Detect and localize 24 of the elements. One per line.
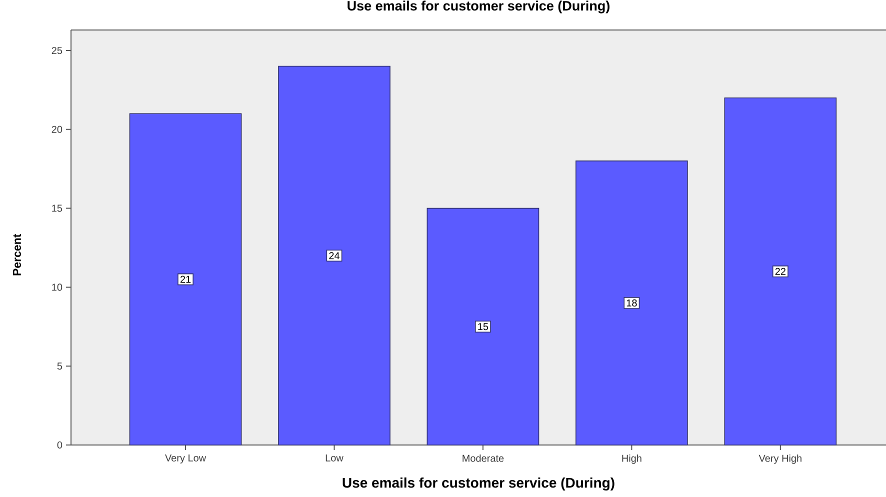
y-tick-label: 15 <box>52 204 62 212</box>
bar <box>724 97 837 446</box>
chart-title: Use emails for customer service (During) <box>348 0 610 14</box>
y-tick-label: 5 <box>57 362 62 370</box>
y-tick-label: 10 <box>52 284 62 291</box>
data-label: 18 <box>626 299 637 307</box>
bar <box>129 113 242 446</box>
bar <box>426 208 540 446</box>
bar <box>278 66 390 446</box>
data-label: 15 <box>478 323 488 330</box>
x-tick-label: High <box>622 454 642 464</box>
y-tick-label: 0 <box>57 441 62 449</box>
x-tick-label: Very Low <box>165 454 206 464</box>
y-tick-label: 25 <box>52 46 62 54</box>
x-tick-label: Low <box>326 454 344 462</box>
x-tick-label: Moderate <box>462 454 504 462</box>
bar <box>576 160 688 446</box>
y-tick-label: 20 <box>52 126 62 133</box>
data-label: 24 <box>329 252 340 260</box>
x-tick-label: Very High <box>758 454 802 464</box>
data-label: 22 <box>775 268 786 275</box>
x-axis-title: Use emails for customer service (During) <box>342 477 614 491</box>
y-axis-title: Percent <box>12 234 21 276</box>
data-label: 21 <box>180 276 191 283</box>
